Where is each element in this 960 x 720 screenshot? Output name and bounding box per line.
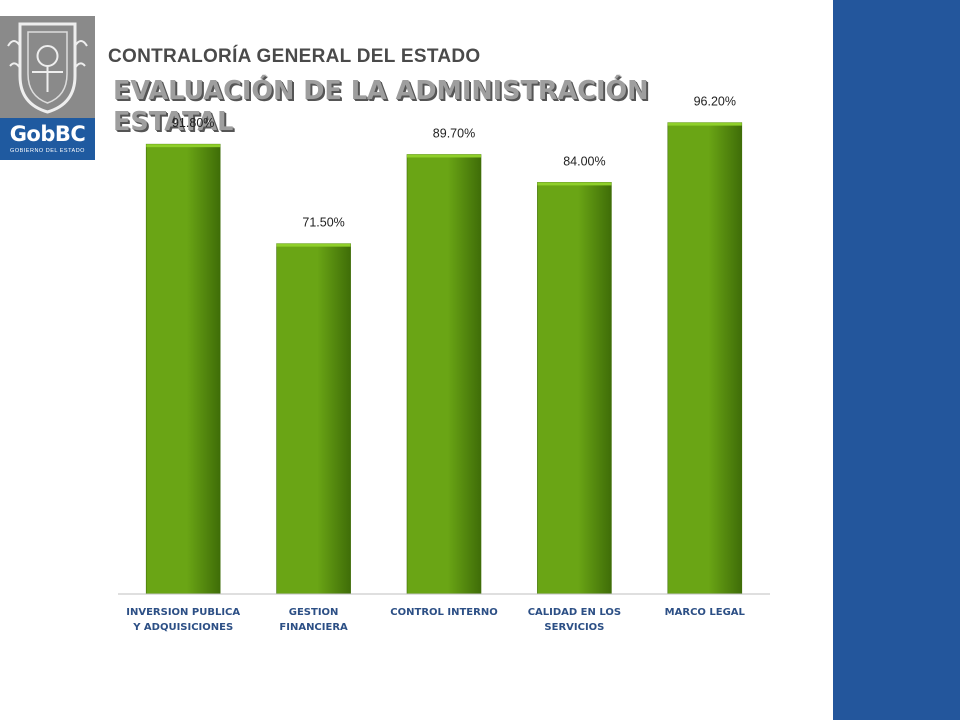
page-title-line-2: ESTATAL bbox=[113, 107, 234, 137]
bar-series bbox=[145, 122, 743, 595]
data-label-3: 89.70% bbox=[433, 126, 475, 140]
category-label-1-line-1: INVERSION PUBLICA bbox=[126, 607, 240, 618]
bar-top-highlight-5 bbox=[667, 122, 742, 126]
category-label-1-line-2: Y ADQUISICIONES bbox=[132, 622, 233, 633]
data-label-5: 96.20% bbox=[694, 95, 736, 109]
bar-4 bbox=[537, 182, 612, 595]
bar-5 bbox=[667, 122, 743, 595]
gobbc-badge: GobBC GOBIERNO DEL ESTADO bbox=[0, 118, 95, 160]
side-decoration-bar bbox=[833, 0, 960, 720]
state-seal-icon bbox=[0, 16, 95, 118]
gobbc-logo-subtext: GOBIERNO DEL ESTADO bbox=[10, 148, 85, 154]
data-label-1: 91.80% bbox=[172, 116, 214, 130]
bar-3 bbox=[406, 154, 482, 595]
category-labels: INVERSION PUBLICA Y ADQUISICIONES GESTION F… bbox=[126, 607, 745, 633]
data-label-4: 84.00% bbox=[563, 154, 605, 168]
bar-top-highlight-1 bbox=[146, 144, 221, 148]
category-label-2-line-1: GESTION bbox=[289, 607, 339, 618]
category-label-2-line-2: FINANCIERA bbox=[279, 622, 348, 633]
bar-2 bbox=[276, 243, 351, 595]
category-label-5-line-1: MARCO LEGAL bbox=[665, 607, 746, 618]
bar-top-highlight-3 bbox=[407, 154, 481, 158]
organization-title: CONTRALORÍA GENERAL DEL ESTADO bbox=[108, 46, 481, 67]
category-label-4-line-2: SERVICIOS bbox=[544, 622, 604, 633]
gobbc-logo-text: GobBC bbox=[9, 122, 86, 146]
page-title: EVALUACIÓN DE LA ADMINISTRACIÓN ESTATAL bbox=[113, 76, 733, 138]
gobbc-logo: GobBC GOBIERNO DEL ESTADO bbox=[0, 16, 95, 160]
page-title-line-1: EVALUACIÓN DE LA ADMINISTRACIÓN bbox=[113, 76, 649, 106]
category-label-4-line-1: CALIDAD EN LOS bbox=[528, 607, 621, 618]
category-label-3-line-1: CONTROL INTERNO bbox=[390, 607, 497, 618]
bar-top-highlight-2 bbox=[276, 243, 351, 247]
data-labels: 91.80% 71.50% 89.70% 84.00% 96.20% bbox=[172, 95, 736, 230]
bar-1 bbox=[145, 143, 221, 595]
bar-top-highlight-4 bbox=[537, 182, 612, 186]
data-label-2: 71.50% bbox=[302, 216, 344, 230]
